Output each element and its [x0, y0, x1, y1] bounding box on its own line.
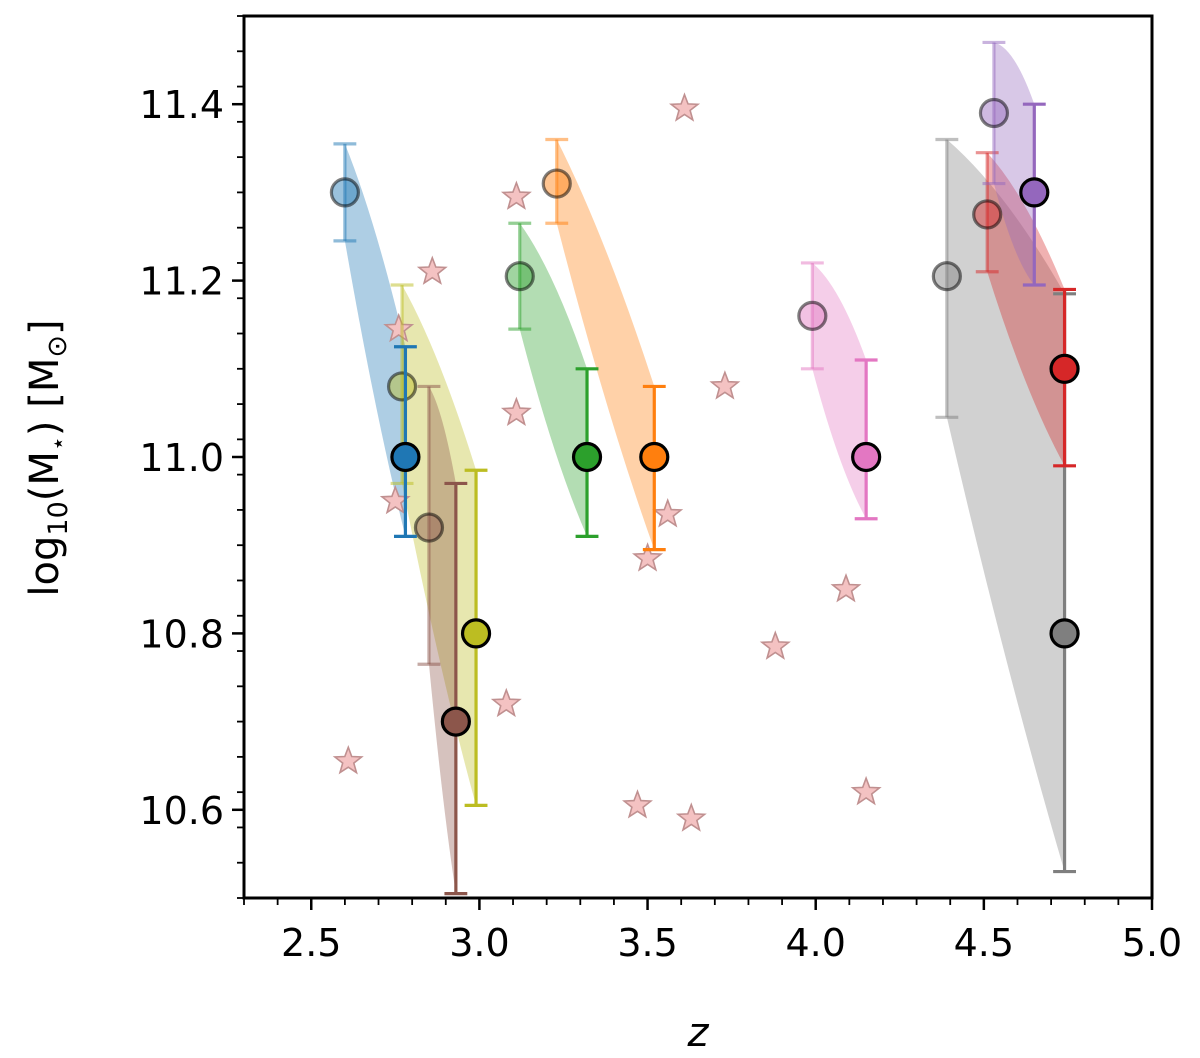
star-marker-14 [830, 573, 862, 603]
end-point-3 [571, 441, 603, 473]
start-point-6 [931, 261, 962, 292]
end-point-8 [1019, 177, 1050, 208]
start-point-0 [329, 177, 360, 208]
end-point-6 [1049, 618, 1080, 649]
start-point-3 [504, 261, 535, 292]
star-marker-12 [709, 370, 741, 400]
y-tick-label-2: 11.0 [139, 436, 224, 480]
star-marker-6 [500, 396, 532, 427]
y-axis-label-sun: ⊙ [42, 335, 73, 358]
end-point-7 [1049, 353, 1080, 384]
start-point-7 [972, 199, 1003, 230]
star-marker-4 [490, 687, 522, 718]
star-marker-1 [383, 312, 415, 343]
start-errorbar-8 [982, 40, 1006, 186]
start-errorbar-2 [417, 384, 441, 666]
start-errorbar-6 [935, 137, 959, 419]
x-tick-label-4: 4.5 [954, 921, 1014, 965]
evolution-band-0 [344, 143, 406, 537]
y-axis-label-log: log [22, 536, 68, 597]
evolution-band-1 [402, 285, 477, 806]
end-point-5 [851, 441, 882, 473]
y-tick-label-4: 11.4 [139, 83, 224, 127]
y-axis-label-unit: ) [M [22, 358, 68, 436]
start-point-4 [541, 168, 572, 199]
evolution-band-2 [428, 386, 456, 894]
plot-area [329, 40, 1080, 896]
start-errorbar-0 [333, 142, 357, 243]
star-marker-3 [416, 255, 448, 285]
end-errorbar-0 [393, 345, 417, 538]
star-marker-5 [500, 180, 532, 210]
y-axis-label-end: ] [22, 319, 68, 335]
evolution-band-3 [519, 223, 588, 537]
star-marker-11 [675, 802, 707, 832]
start-point-2 [413, 512, 445, 543]
y-axis-label-mass: (M [22, 451, 68, 501]
end-point-4 [639, 441, 670, 473]
x-tick-label-3: 4.0 [785, 921, 845, 965]
x-tick-label-0: 2.5 [281, 921, 341, 965]
start-point-8 [978, 97, 1010, 129]
x-axis-label: z [687, 1010, 710, 1056]
end-point-1 [460, 618, 492, 649]
star-marker-10 [668, 92, 701, 122]
x-tick-label-2: 3.5 [617, 921, 677, 965]
x-tick-label-1: 3.0 [449, 921, 509, 965]
evolution-band-4 [556, 139, 655, 550]
y-axis-label: log10(M⋆) [M⊙] [22, 319, 74, 596]
x-tick-label-5: 5.0 [1122, 921, 1182, 965]
start-point-5 [797, 300, 828, 331]
y-tick-label-1: 10.8 [139, 612, 224, 656]
end-point-0 [390, 441, 421, 473]
axes: 2.5 3.0 3.5 4.0 4.5 5.0 10.6 10.8 11.0 11.2 11.4 [139, 15, 1182, 965]
star-marker-0 [332, 745, 364, 775]
evolution-band-6 [946, 139, 1065, 872]
y-tick-label-0: 10.6 [139, 789, 224, 833]
end-errorbar-2 [444, 481, 468, 896]
star-marker-9 [652, 497, 684, 528]
y-axis-label-subscript: 10 [43, 501, 74, 535]
star-marker-7 [622, 789, 653, 819]
start-point-1 [386, 371, 418, 402]
start-errorbar-5 [800, 261, 824, 371]
start-errorbar-3 [508, 221, 532, 331]
star-marker-8 [631, 542, 664, 572]
star-marker-15 [850, 775, 882, 806]
star-marker-13 [759, 630, 791, 660]
y-tick-label-3: 11.2 [139, 260, 224, 304]
end-errorbar-5 [854, 358, 878, 521]
end-point-2 [440, 706, 471, 737]
evolution-band-7 [987, 152, 1065, 466]
start-errorbar-4 [545, 137, 569, 225]
evolution-band-5 [812, 262, 867, 519]
y-axis-label-star: ⋆ [44, 436, 72, 451]
